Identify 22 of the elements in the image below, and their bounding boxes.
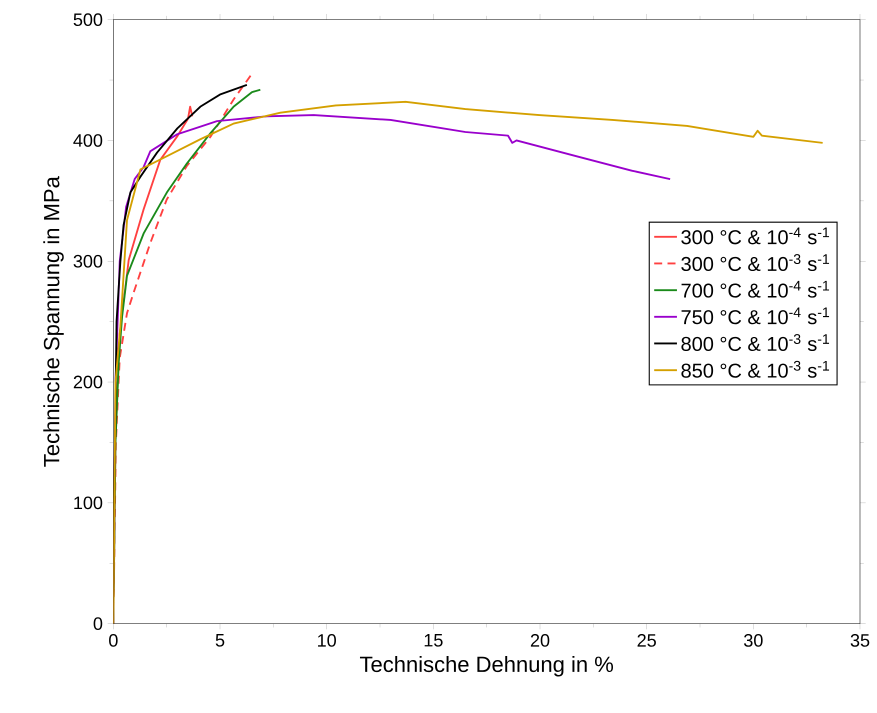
y-tick-label: 200 (74, 376, 102, 388)
legend-label: 300 °C & 10$^{-3}$ s$^{-1}$ (681, 254, 830, 272)
x-tick-label: 25 (638, 634, 656, 647)
x-tick-label: 35 (850, 634, 870, 647)
x-tick-label: 10 (318, 634, 336, 647)
y-tick-label: 400 (73, 134, 102, 147)
x-tick-label: 20 (530, 634, 550, 647)
x-axis-title: Technische Dehnung in % (360, 656, 614, 676)
x-tick-label: 0 (109, 634, 118, 647)
x-tick-label: 5 (216, 634, 224, 647)
y-tick-label: 500 (74, 13, 102, 26)
y-tick-label: 0 (94, 617, 102, 630)
y-tick-label: 100 (74, 496, 102, 510)
legend-label: 750 °C & 10$^{-4}$ s$^{-1}$ (682, 307, 830, 324)
legend-label: 300 °C & 10$^{-4}$ s$^{-1}$ (681, 228, 830, 244)
x-tick-label: 30 (744, 634, 763, 647)
legend-label: 850 °C & 10$^{-3}$ s$^{-1}$ (681, 360, 830, 378)
y-axis-title: Technische Spannung in MPa (43, 176, 64, 467)
y-tick-label: 300 (74, 254, 102, 268)
x-tick-label: 15 (424, 634, 443, 647)
legend-label: 700 °C & 10$^{-4}$ s$^{-1}$ (682, 280, 830, 298)
legend-label: 800 °C & 10$^{-3}$ s$^{-1}$ (681, 334, 830, 351)
